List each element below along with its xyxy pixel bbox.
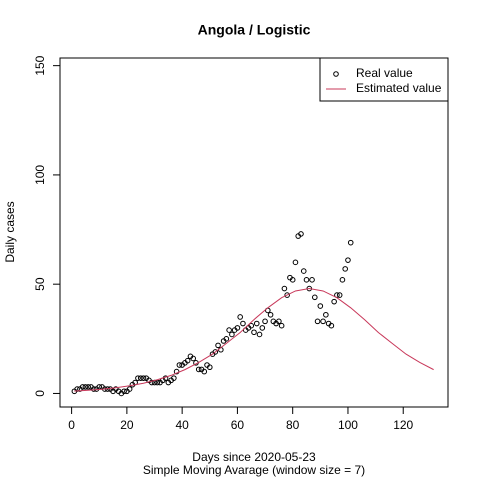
x-tick-label: 120 <box>393 418 413 432</box>
legend-label: Real value <box>356 66 413 80</box>
point <box>248 322 255 329</box>
point <box>347 239 354 246</box>
point <box>85 384 91 390</box>
point <box>223 336 230 342</box>
x-tick-label: 100 <box>338 418 358 432</box>
point <box>148 379 155 386</box>
point <box>90 386 97 392</box>
point <box>253 320 260 327</box>
x-axis-label: Days since 2020-05-23 <box>192 450 316 464</box>
point <box>240 320 246 327</box>
point <box>336 292 343 298</box>
point <box>82 384 89 390</box>
point <box>171 375 177 381</box>
point <box>126 386 133 392</box>
point <box>229 331 235 338</box>
point <box>184 357 191 364</box>
y-tick-label: 150 <box>33 55 47 75</box>
point <box>195 366 202 373</box>
estimated-line <box>74 288 434 392</box>
point <box>201 368 208 375</box>
point <box>251 329 257 336</box>
chart-title: Angola / Logistic <box>198 22 311 38</box>
point <box>259 325 266 331</box>
point <box>300 268 307 274</box>
point <box>289 277 296 283</box>
point <box>281 285 288 292</box>
x-tick-label: 60 <box>231 418 245 432</box>
x-tick-label: 40 <box>175 418 189 432</box>
point <box>292 259 299 266</box>
point <box>79 384 86 390</box>
point <box>137 375 144 381</box>
y-axis-label: Daily cases <box>3 201 17 262</box>
point <box>215 342 221 349</box>
x-tick-label: 0 <box>68 418 75 432</box>
legend-label: Estimated value <box>356 81 442 95</box>
y-tick-label: 0 <box>33 390 47 397</box>
point <box>190 355 197 362</box>
point <box>345 257 351 263</box>
point <box>320 318 326 325</box>
point <box>267 311 274 318</box>
point <box>206 364 213 371</box>
point <box>256 331 263 338</box>
point <box>234 325 241 331</box>
legend-point <box>333 71 339 77</box>
point <box>323 311 329 318</box>
point <box>135 375 141 381</box>
x-tick-label: 80 <box>286 418 300 432</box>
point <box>328 322 335 329</box>
point <box>140 375 147 381</box>
point <box>212 349 219 355</box>
point <box>331 298 337 305</box>
point <box>303 277 310 283</box>
point <box>237 314 243 320</box>
point <box>276 318 282 325</box>
point <box>226 327 232 333</box>
point <box>262 318 268 325</box>
point <box>339 277 346 283</box>
point <box>278 322 285 329</box>
point <box>342 266 348 272</box>
point <box>284 292 290 298</box>
point <box>298 231 304 237</box>
y-tick-label: 100 <box>33 165 47 185</box>
y-tick-label: 50 <box>33 277 47 291</box>
point <box>314 318 321 325</box>
subtitle: Simple Moving Avarage (window size = 7) <box>143 463 365 477</box>
point <box>176 362 183 368</box>
point <box>309 277 315 283</box>
x-tick-label: 20 <box>120 418 134 432</box>
point <box>311 294 318 301</box>
point <box>121 388 127 395</box>
legend-box <box>319 57 449 102</box>
point <box>317 303 324 309</box>
